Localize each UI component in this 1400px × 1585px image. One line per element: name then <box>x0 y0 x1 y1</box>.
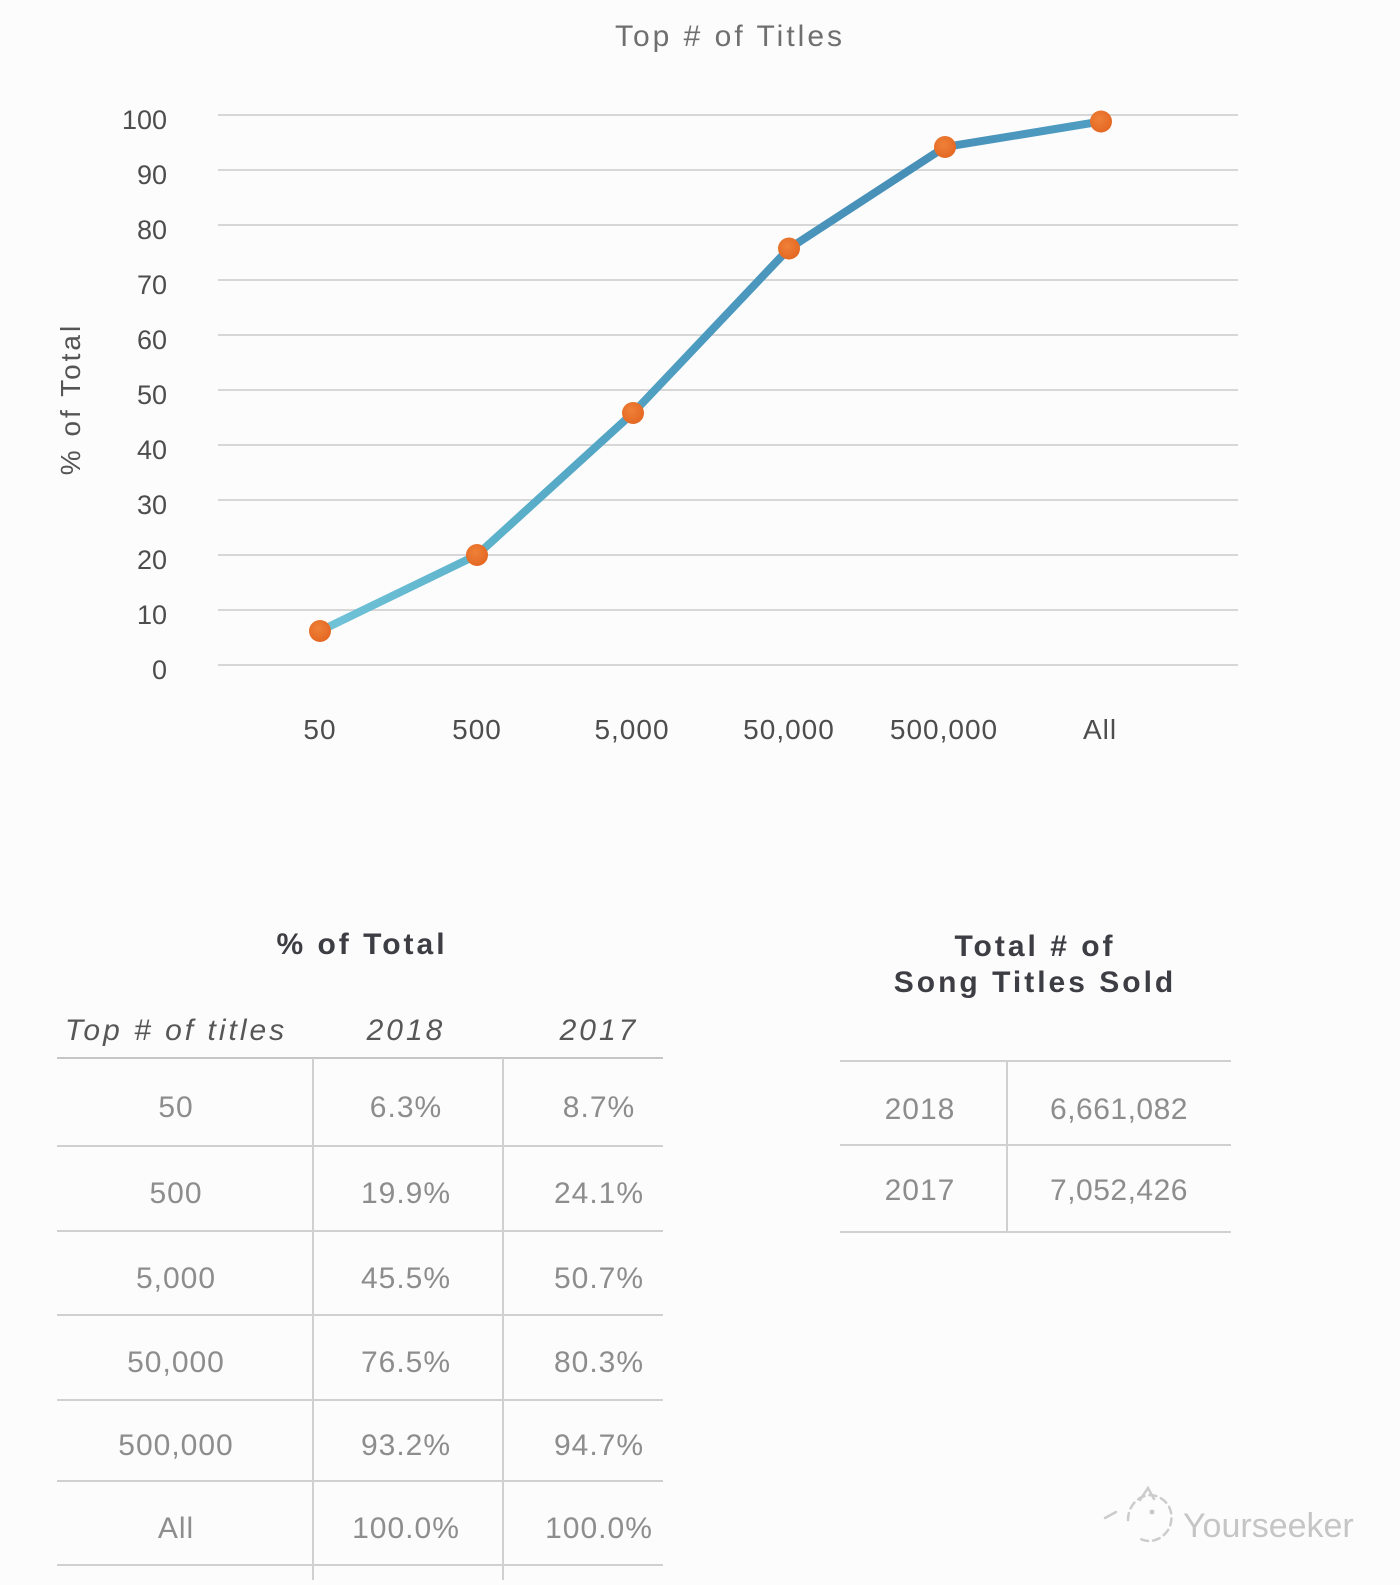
svg-text:100.0%: 100.0% <box>545 1512 653 1545</box>
svg-text:76.5%: 76.5% <box>361 1346 451 1379</box>
svg-text:500,000: 500,000 <box>890 714 998 745</box>
svg-text:500: 500 <box>149 1177 202 1210</box>
svg-text:All: All <box>1083 714 1117 745</box>
svg-text:50: 50 <box>303 714 336 745</box>
svg-text:40: 40 <box>137 435 167 465</box>
svg-text:90: 90 <box>137 160 167 190</box>
svg-text:2017: 2017 <box>559 1014 639 1047</box>
svg-text:500,000: 500,000 <box>118 1429 233 1462</box>
svg-text:60: 60 <box>137 325 167 355</box>
svg-text:5,000: 5,000 <box>594 714 669 745</box>
svg-text:0: 0 <box>152 655 167 685</box>
svg-text:2017: 2017 <box>885 1174 956 1207</box>
svg-text:20: 20 <box>137 545 167 575</box>
svg-text:93.2%: 93.2% <box>361 1429 451 1462</box>
svg-text:50,000: 50,000 <box>743 714 835 745</box>
svg-text:6.3%: 6.3% <box>370 1091 442 1124</box>
svg-text:% of Total: % of Total <box>276 928 447 961</box>
svg-text:80.3%: 80.3% <box>554 1346 644 1379</box>
svg-text:80: 80 <box>137 215 167 245</box>
svg-text:Top # of Titles: Top # of Titles <box>615 20 845 53</box>
svg-text:2018: 2018 <box>366 1014 446 1047</box>
svg-text:Total # of: Total # of <box>954 930 1115 963</box>
svg-text:70: 70 <box>137 270 167 300</box>
svg-text:100: 100 <box>122 105 167 135</box>
svg-text:5,000: 5,000 <box>136 1262 216 1295</box>
svg-text:24.1%: 24.1% <box>554 1177 644 1210</box>
svg-text:All: All <box>158 1512 194 1545</box>
svg-text:7,052,426: 7,052,426 <box>1050 1174 1188 1207</box>
svg-text:50,000: 50,000 <box>127 1346 225 1379</box>
svg-text:Song Titles Sold: Song Titles Sold <box>894 966 1176 999</box>
svg-text:50: 50 <box>137 380 167 410</box>
svg-text:50.7%: 50.7% <box>554 1262 644 1295</box>
svg-text:500: 500 <box>452 714 502 745</box>
svg-text:94.7%: 94.7% <box>554 1429 644 1462</box>
svg-text:2018: 2018 <box>885 1093 956 1126</box>
svg-text:10: 10 <box>137 600 167 630</box>
svg-text:Top # of titles: Top # of titles <box>65 1014 287 1047</box>
svg-text:100.0%: 100.0% <box>352 1512 460 1545</box>
svg-text:% of Total: % of Total <box>55 323 86 475</box>
svg-text:19.9%: 19.9% <box>361 1177 451 1210</box>
svg-text:50: 50 <box>158 1091 193 1124</box>
svg-text:30: 30 <box>137 490 167 520</box>
svg-text:45.5%: 45.5% <box>361 1262 451 1295</box>
svg-text:6,661,082: 6,661,082 <box>1050 1093 1188 1126</box>
svg-text:Yourseeker: Yourseeker <box>1183 1507 1354 1545</box>
svg-text:8.7%: 8.7% <box>563 1091 635 1124</box>
